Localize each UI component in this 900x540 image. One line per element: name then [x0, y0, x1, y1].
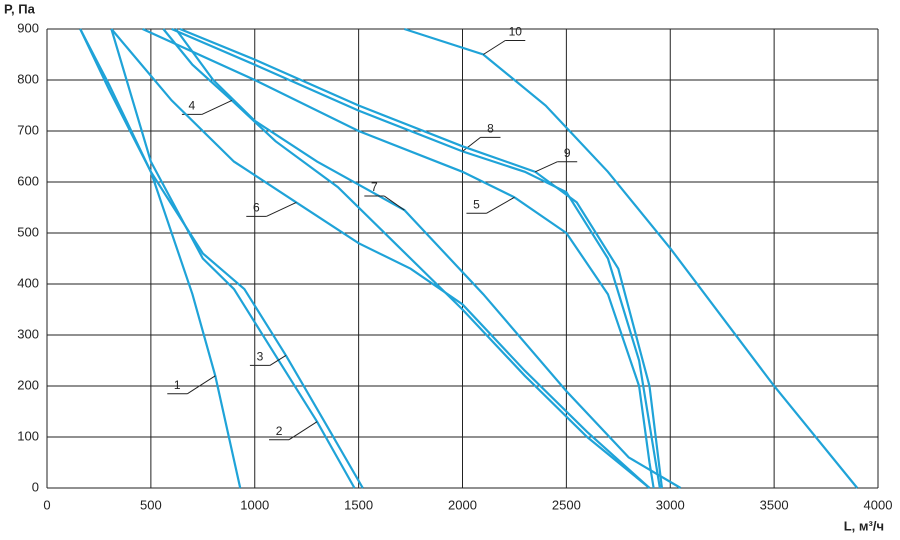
x-tick-label: 3500 — [760, 497, 789, 512]
leader-line — [535, 161, 558, 173]
curve — [162, 28, 651, 489]
leader-line — [384, 195, 405, 211]
y-tick-label: 400 — [17, 275, 39, 290]
y-tick-label: 900 — [17, 20, 39, 35]
curve-label: 1 — [174, 378, 181, 392]
leader-line — [486, 196, 515, 214]
curve — [171, 27, 661, 489]
x-tick-label: 2500 — [552, 497, 581, 512]
curve-label: 3 — [257, 350, 264, 364]
curve-label: 2 — [276, 424, 283, 438]
curve — [79, 28, 364, 489]
curve — [174, 28, 682, 489]
curve-label: 8 — [487, 122, 494, 136]
x-tick-label: 500 — [140, 497, 162, 512]
curve — [110, 28, 651, 489]
curve-label: 7 — [371, 180, 378, 194]
y-tick-label: 800 — [17, 71, 39, 86]
x-tick-label: 1500 — [344, 497, 373, 512]
x-axis-label: L, м³/ч — [844, 518, 884, 533]
curve-label: 9 — [564, 146, 571, 160]
curve — [79, 28, 242, 489]
curve — [142, 27, 655, 489]
y-tick-label: 200 — [17, 377, 39, 392]
x-tick-label: 0 — [43, 497, 50, 512]
y-tick-label: 100 — [17, 428, 39, 443]
curve-label: 6 — [253, 201, 260, 215]
curve — [403, 27, 859, 489]
leader-line — [462, 137, 481, 152]
y-axis-label: P, Па — [4, 1, 36, 16]
y-tick-label: 500 — [17, 224, 39, 239]
y-tick-label: 600 — [17, 173, 39, 188]
x-tick-label: 3000 — [656, 497, 685, 512]
y-tick-label: 300 — [17, 326, 39, 341]
leader-line — [266, 201, 297, 217]
curve-label: 5 — [473, 197, 480, 211]
leader-line — [187, 375, 216, 395]
x-tick-label: 1000 — [240, 497, 269, 512]
curve-label: 10 — [509, 25, 523, 39]
leader-line — [269, 354, 287, 366]
leader-line — [483, 40, 506, 55]
x-tick-label: 4000 — [864, 497, 893, 512]
y-tick-label: 0 — [32, 479, 39, 494]
x-tick-label: 2000 — [448, 497, 477, 512]
leader-line — [288, 421, 318, 441]
curve — [179, 27, 664, 489]
y-tick-label: 700 — [17, 122, 39, 137]
leader-line — [201, 99, 233, 115]
curve-label: 4 — [189, 99, 196, 113]
